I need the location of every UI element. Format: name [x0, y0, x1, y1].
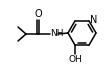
Text: N: N — [90, 15, 97, 25]
Text: NH: NH — [51, 29, 64, 38]
Text: O: O — [34, 9, 42, 19]
Text: OH: OH — [68, 55, 82, 64]
